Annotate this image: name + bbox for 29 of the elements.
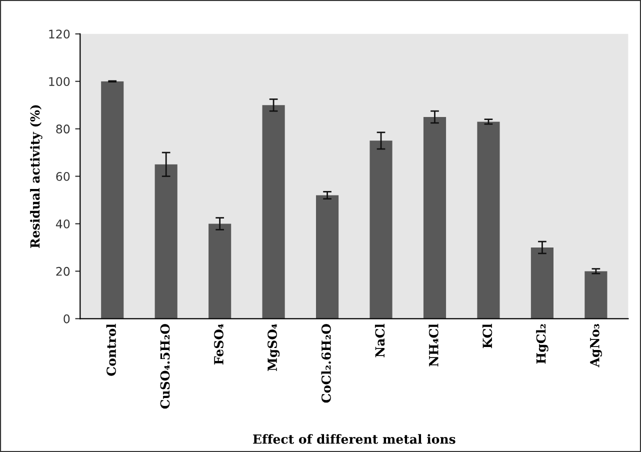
x-tick-label: CoCl₂.6H₂O: [321, 324, 331, 403]
bar: [530, 247, 554, 319]
y-tick-label: 20: [56, 266, 70, 276]
bar: [101, 81, 124, 319]
y-tick-label: 60: [56, 172, 70, 181]
bar: [477, 122, 500, 319]
x-axis-title: Effect of different metal ions: [253, 434, 456, 444]
bar: [154, 164, 178, 319]
bar: [584, 271, 608, 319]
bar: [208, 224, 232, 319]
x-tick-label: AgNo₃: [590, 324, 602, 368]
y-tick-label: 40: [56, 219, 70, 228]
y-tick-label: 120: [49, 30, 70, 39]
x-tick-label: Control: [106, 324, 116, 376]
x-tick-label: CuSO₄.5H₂O: [160, 324, 170, 409]
x-tick-label: KCl: [482, 324, 492, 348]
bar: [370, 140, 392, 319]
y-tick-label: 0: [64, 314, 70, 324]
x-tick-label: NaCl: [374, 324, 385, 358]
x-tick-label: FeSO₄: [214, 324, 224, 364]
y-tick-label: 100: [49, 77, 70, 86]
y-axis-title: Residual activity (%): [30, 105, 42, 248]
x-tick-label: MgSO₄: [268, 324, 280, 371]
y-tick-label: 80: [56, 124, 70, 134]
x-tick-label: HgCl₂: [536, 324, 548, 364]
bar: [262, 105, 285, 319]
bar: [316, 195, 339, 319]
x-tick-label: NH₄Cl: [428, 324, 438, 366]
bar: [423, 116, 446, 319]
